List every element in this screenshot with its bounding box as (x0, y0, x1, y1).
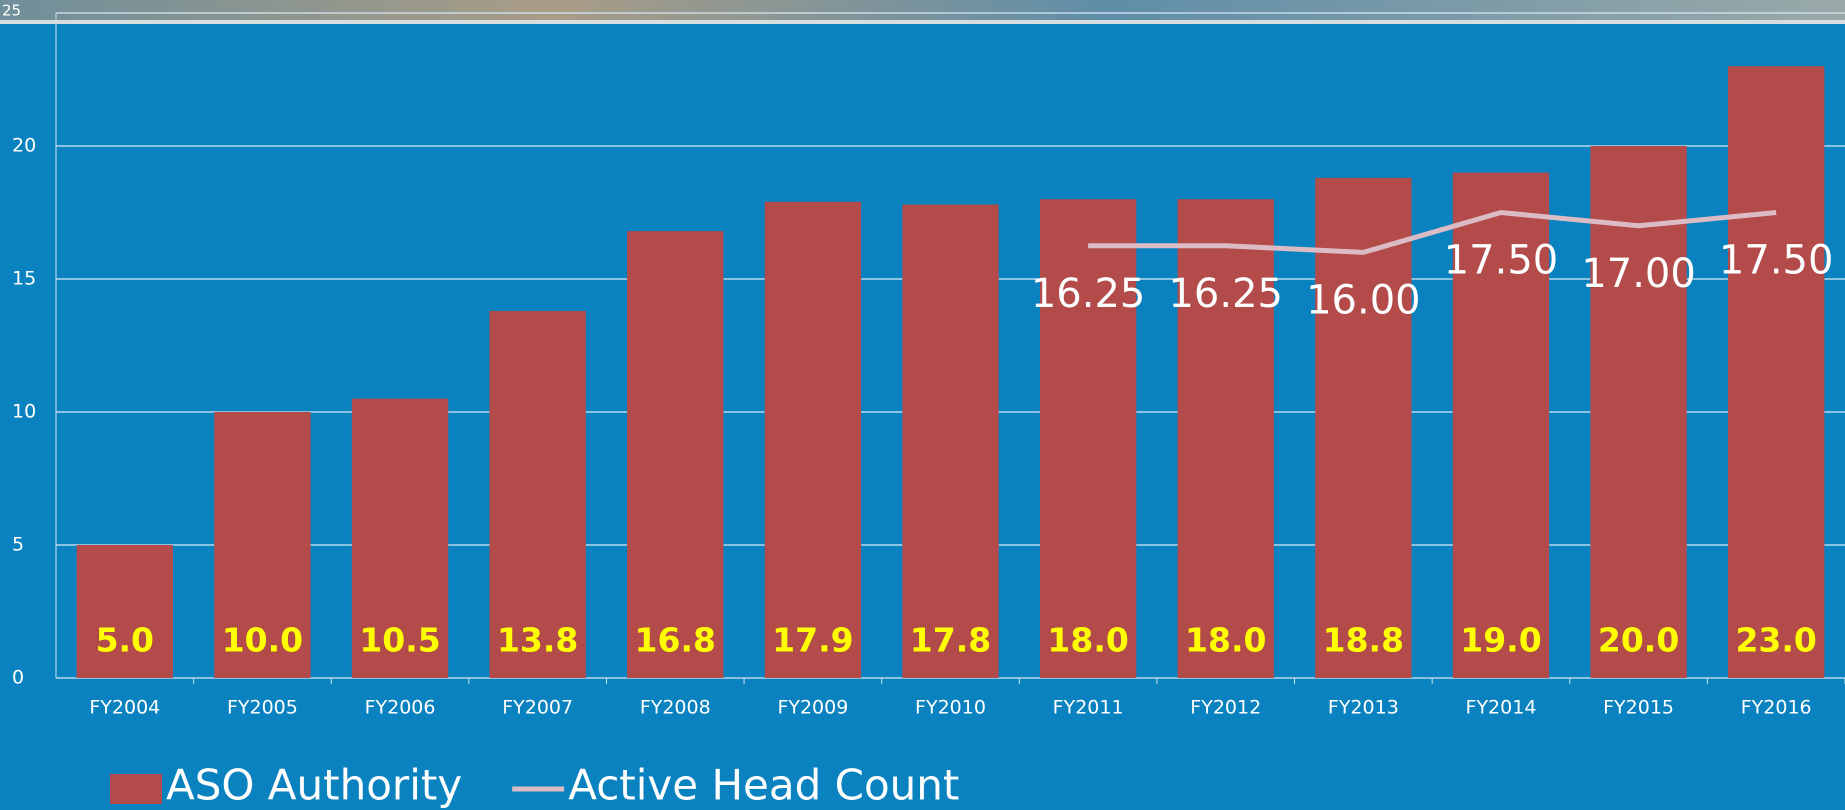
bar-value-label: 19.0 (1460, 621, 1541, 660)
x-tick-label: FY2009 (777, 697, 848, 719)
x-tick-label: FY2015 (1603, 697, 1674, 719)
x-tick-label: FY2005 (227, 697, 298, 719)
bar (1728, 66, 1824, 678)
y-tick-label: 25 (2, 2, 21, 20)
bar (902, 205, 998, 678)
y-tick-label: 10 (12, 401, 36, 423)
y-tick-label: 15 (12, 268, 36, 290)
bar-value-label: 17.9 (772, 621, 853, 660)
legend-label: ASO Authority (166, 761, 462, 810)
x-tick-label: FY2016 (1741, 697, 1812, 719)
page: {"chart_data": { "type": "bar", "categor… (0, 0, 1845, 810)
line-value-label: 17.00 (1581, 251, 1696, 297)
legend-label: Active Head Count (568, 761, 959, 810)
line-value-label: 16.00 (1306, 277, 1421, 323)
x-tick-label: FY2006 (365, 697, 436, 719)
x-tick-label: FY2007 (502, 697, 573, 719)
bar-value-label: 18.0 (1185, 621, 1266, 660)
bar-value-label: 13.8 (497, 621, 578, 660)
bar-value-label: 18.8 (1323, 621, 1404, 660)
x-tick-label: FY2010 (915, 697, 986, 719)
y-tick-label: 20 (12, 135, 36, 157)
x-tick-label: FY2013 (1328, 697, 1399, 719)
y-tick-label: 0 (12, 667, 24, 689)
y-tick-label: 5 (12, 534, 24, 556)
x-tick-label: FY2011 (1053, 697, 1124, 719)
legend-swatch (110, 774, 162, 804)
chart: 0 5 10 15 20 25 FY2004 FY2005 FY2006 FY2007 FY2008… (0, 0, 1845, 810)
bar-value-label: 5.0 (96, 621, 154, 660)
bar-value-label: 17.8 (910, 621, 991, 660)
x-tick-label: FY2008 (640, 697, 711, 719)
bar-value-label: 23.0 (1735, 621, 1816, 660)
line-value-label: 16.25 (1168, 271, 1283, 317)
x-tick-label: FY2012 (1190, 697, 1261, 719)
header-image (0, 0, 1845, 22)
line-value-label: 17.50 (1444, 238, 1559, 284)
bar (765, 202, 861, 678)
bar-value-label: 10.0 (222, 621, 303, 660)
x-tick-label: FY2004 (89, 697, 160, 719)
bar-value-label: 10.5 (359, 621, 440, 660)
header-border (0, 20, 1845, 24)
line-value-label: 17.50 (1719, 238, 1834, 284)
bar (627, 231, 723, 678)
line-value-label: 16.25 (1031, 271, 1146, 317)
bar-value-label: 18.0 (1047, 621, 1128, 660)
bar-value-label: 16.8 (635, 621, 716, 660)
bar-value-label: 20.0 (1598, 621, 1679, 660)
x-tick-label: FY2014 (1466, 697, 1537, 719)
